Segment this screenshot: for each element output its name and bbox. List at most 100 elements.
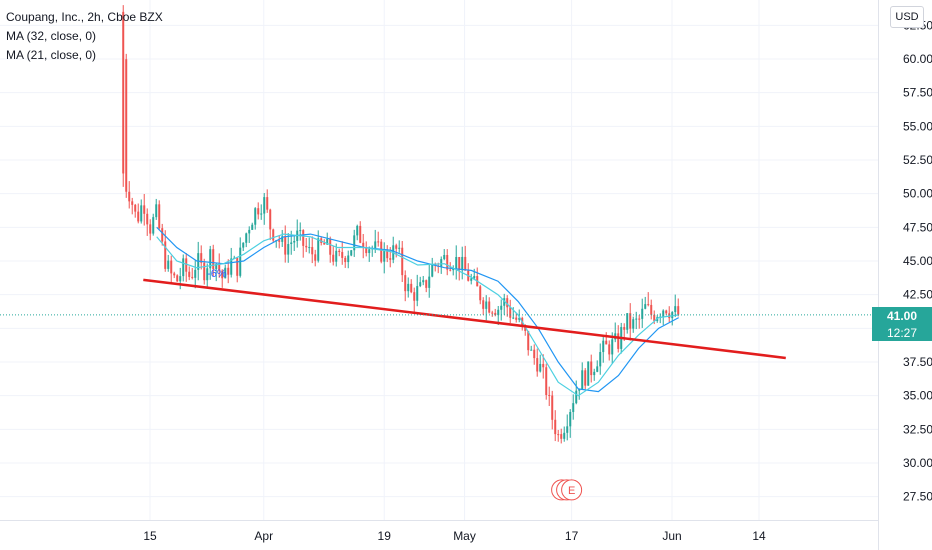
candle-body <box>581 370 584 390</box>
candle-body <box>314 254 317 261</box>
candle-body <box>464 256 467 271</box>
candle-body <box>125 59 128 192</box>
candle-body <box>626 313 629 330</box>
candle-body <box>236 257 239 276</box>
candle-body <box>593 371 596 376</box>
candle-body <box>509 307 512 318</box>
candle-body <box>428 276 431 288</box>
candle-body <box>458 257 461 271</box>
currency-button[interactable]: USD <box>890 6 924 28</box>
candle-body <box>185 258 188 272</box>
candle-body <box>536 358 539 372</box>
candle-body <box>176 275 179 282</box>
candle-body <box>170 260 173 274</box>
x-tick-label: Apr <box>254 529 273 543</box>
candle-body <box>359 225 362 243</box>
candle-body <box>650 304 653 315</box>
ma32-legend[interactable]: MA (32, close, 0) <box>6 29 97 43</box>
candle-body <box>611 339 614 355</box>
candle-body <box>149 224 152 234</box>
candle-body <box>338 250 341 253</box>
candle-body <box>515 317 518 320</box>
y-tick-label: 27.50 <box>903 490 932 504</box>
candle-body <box>617 333 620 349</box>
candle-body <box>251 224 254 230</box>
current-price-value: 41.00 <box>886 309 918 323</box>
y-tick-label: 30.00 <box>903 456 932 470</box>
candle-body <box>380 241 383 262</box>
candle-body <box>584 370 587 386</box>
candle-body <box>263 197 266 214</box>
candle-body <box>218 263 221 271</box>
y-tick-label: 52.50 <box>903 153 932 167</box>
candle-body <box>569 412 572 427</box>
candle-body <box>455 257 458 269</box>
candle-body <box>449 269 452 271</box>
candle-body <box>122 11 125 174</box>
candle-body <box>266 197 269 210</box>
candle-body <box>278 240 281 242</box>
candle-body <box>293 240 296 243</box>
candle-body <box>398 247 401 249</box>
y-tick-label: 60.00 <box>903 52 932 66</box>
x-tick-label: May <box>453 529 476 543</box>
candle-body <box>368 249 371 254</box>
candle-body <box>608 344 611 355</box>
candle-body <box>425 280 428 288</box>
candle-body <box>350 250 353 256</box>
candle-body <box>506 298 509 308</box>
candle-body <box>353 235 356 251</box>
candle-body <box>587 361 590 386</box>
candle-body <box>677 306 680 315</box>
x-tick-label: 14 <box>752 529 766 543</box>
candle-body <box>302 230 305 246</box>
candle-body <box>209 249 212 269</box>
candle-body <box>596 366 599 372</box>
candle-body <box>260 213 263 215</box>
candle-body <box>485 301 488 309</box>
candle-body <box>254 208 257 225</box>
candle-body <box>440 259 443 267</box>
current-price-tag: 41.00 12:27 <box>872 307 932 341</box>
candle-body <box>629 313 632 329</box>
bar-countdown: 12:27 <box>886 326 918 340</box>
y-tick-label: 42.50 <box>903 288 932 302</box>
y-tick-label: 55.00 <box>903 119 932 133</box>
candle-body <box>158 204 161 229</box>
candle-body <box>461 256 464 271</box>
candle-body <box>161 228 164 242</box>
candle-body <box>662 310 665 317</box>
candle-body <box>605 340 608 345</box>
candle-body <box>281 236 284 242</box>
candle-body <box>344 257 347 263</box>
candle-body <box>590 361 593 376</box>
candle-body <box>326 238 329 245</box>
ma21-legend[interactable]: MA (21, close, 0) <box>6 48 97 62</box>
candle-body <box>395 245 398 249</box>
candle-body <box>362 242 365 248</box>
candle-body <box>602 340 605 353</box>
trend-line[interactable] <box>143 278 786 360</box>
candle-body <box>401 247 404 276</box>
y-tick-label: 57.50 <box>903 86 932 100</box>
symbol-title[interactable]: Coupang, Inc., 2h, Cboe BZX <box>6 10 163 24</box>
y-tick-label: 47.50 <box>903 220 932 234</box>
x-tick-label: 17 <box>565 529 579 543</box>
candle-body <box>290 242 293 245</box>
candle-body <box>134 204 137 212</box>
candle-body <box>404 275 407 292</box>
candle-body <box>665 310 668 314</box>
candle-body <box>140 205 143 222</box>
candle-body <box>560 434 563 439</box>
candle-body <box>173 273 176 276</box>
candle-body <box>386 249 389 259</box>
candle-body <box>638 318 641 320</box>
candle-body <box>578 389 581 391</box>
earnings-marker[interactable] <box>561 479 583 501</box>
candle-body <box>242 242 245 248</box>
candle-body <box>653 314 656 322</box>
ma21-line[interactable] <box>156 233 679 397</box>
candle-body <box>644 304 647 309</box>
candle-body <box>539 363 542 372</box>
